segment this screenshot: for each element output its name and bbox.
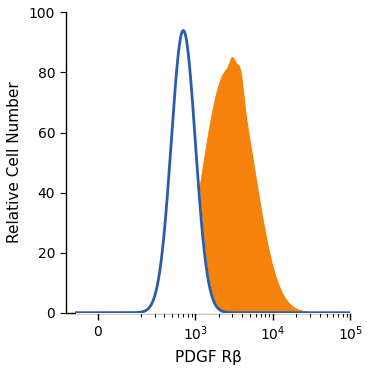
X-axis label: PDGF Rβ: PDGF Rβ	[175, 350, 242, 365]
Y-axis label: Relative Cell Number: Relative Cell Number	[7, 82, 22, 243]
